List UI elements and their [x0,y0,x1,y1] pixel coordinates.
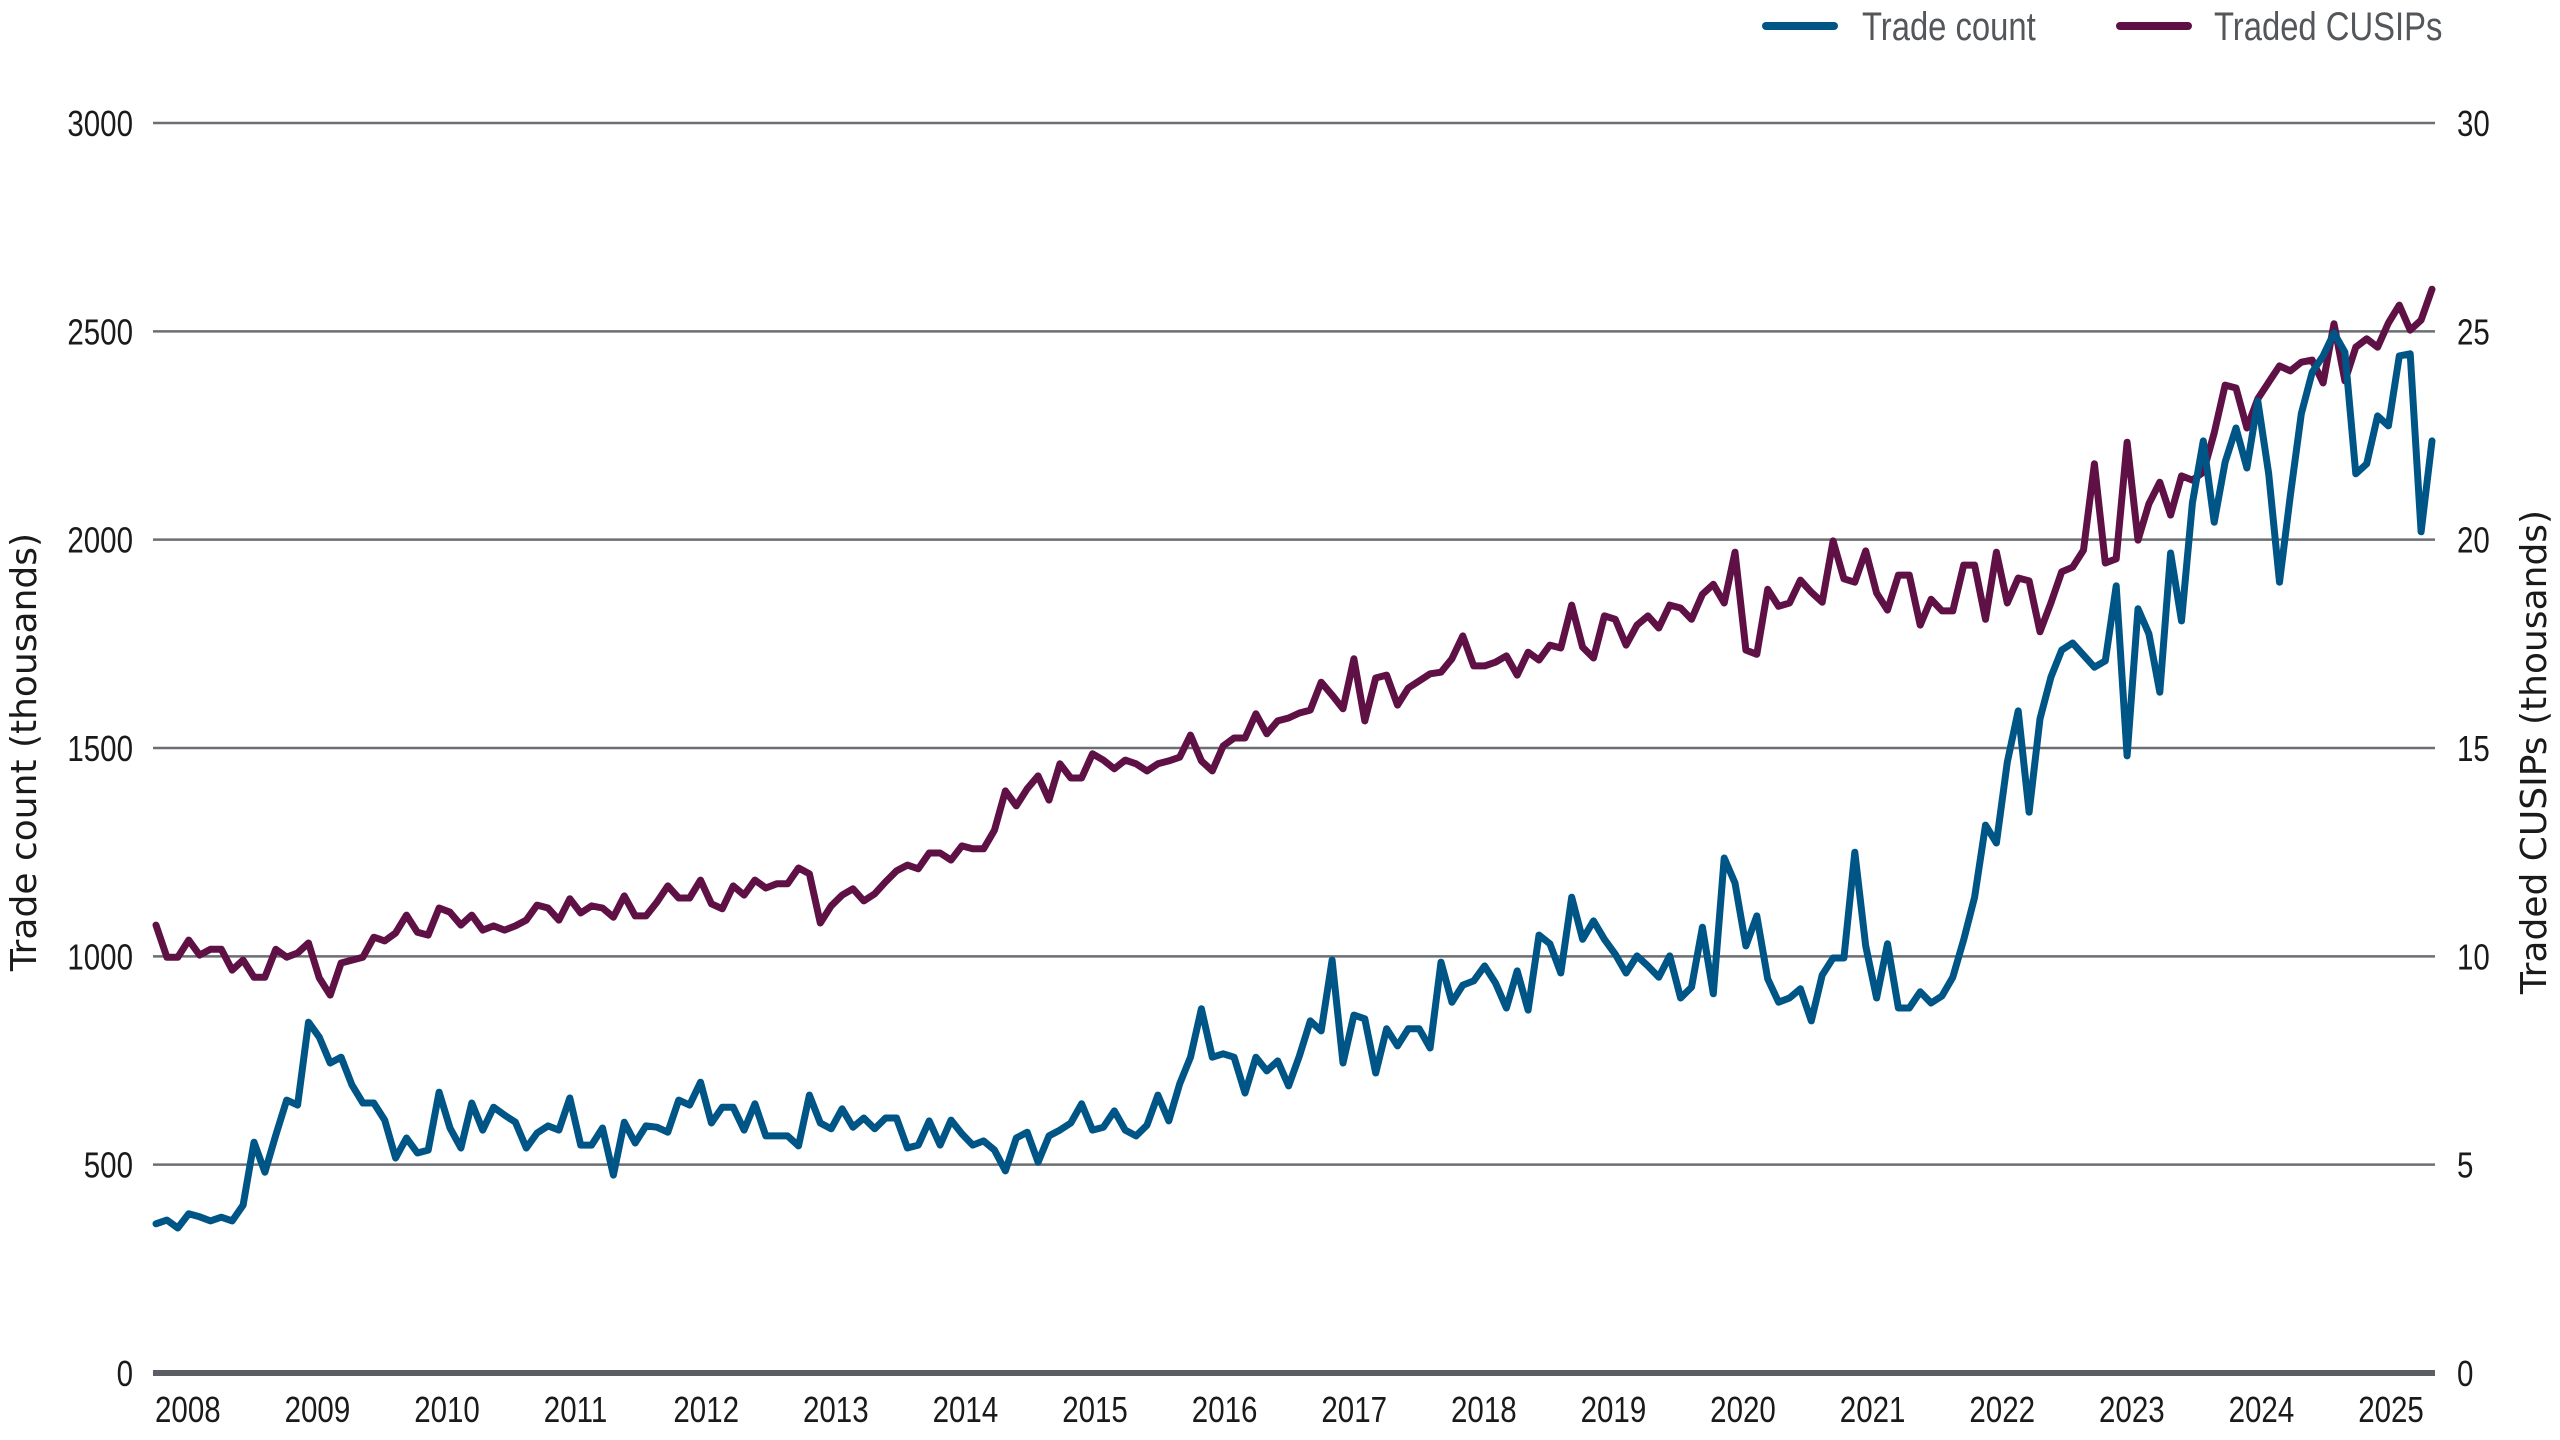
x-tick-label: 2013 [803,1389,869,1429]
x-tick-label: 2022 [1969,1389,2035,1429]
x-tick-label: 2016 [1192,1389,1258,1429]
x-tick-label: 2011 [544,1389,607,1429]
x-tick-label: 2012 [673,1389,739,1429]
legend: Trade count Traded CUSIPs [1762,4,2442,49]
left-tick-label: 0 [117,1353,133,1393]
right-tick-label: 0 [2457,1353,2473,1393]
x-tick-label: 2024 [2229,1389,2295,1429]
x-tick-label: 2017 [1321,1389,1387,1429]
left-axis-title: Trade count (thousands) [4,533,45,972]
x-tick-label: 2019 [1581,1389,1647,1429]
x-tick-label: 2023 [2099,1389,2165,1429]
series-trade-count-line [152,329,2436,1232]
right-tick-label: 25 [2457,312,2490,352]
right-tick-label: 5 [2457,1145,2473,1185]
left-tick-label: 1000 [67,937,133,977]
right-tick-label: 10 [2457,937,2490,977]
left-tick-label: 1500 [67,728,133,768]
x-tick-label: 2010 [414,1389,480,1429]
left-tick-label: 500 [84,1145,133,1185]
left-tick-label: 2500 [67,312,133,352]
x-tick-label: 2021 [1840,1389,1906,1429]
right-tick-label: 20 [2457,520,2490,560]
x-tick-label: 2015 [1062,1389,1128,1429]
right-tick-label: 30 [2457,103,2490,143]
right-axis-ticks: 0 5 10 15 20 25 30 [2457,103,2490,1393]
left-axis-ticks: 0 500 1000 1500 2000 2500 3000 [67,103,133,1393]
right-tick-label: 15 [2457,728,2490,768]
series-traded-cusips-line [152,285,2436,999]
x-tick-label: 2020 [1710,1389,1776,1429]
x-tick-label: 2018 [1451,1389,1517,1429]
x-tick-label: 2008 [155,1389,221,1429]
left-tick-label: 2000 [67,520,133,560]
x-tick-label: 2014 [933,1389,999,1429]
left-tick-label: 3000 [67,103,133,143]
legend-label-traded-cusips: Traded CUSIPs [2214,4,2442,49]
x-tick-label: 2025 [2358,1389,2424,1429]
legend-label-trade-count: Trade count [1862,4,2036,49]
x-tick-label: 2009 [285,1389,351,1429]
gridlines [153,121,2435,1376]
right-axis-title: Traded CUSIPs (thousands) [2514,510,2555,995]
x-axis-ticks: 2008 2009 2010 2011 2012 2013 2014 2015 2016 2017… [155,1389,2424,1429]
